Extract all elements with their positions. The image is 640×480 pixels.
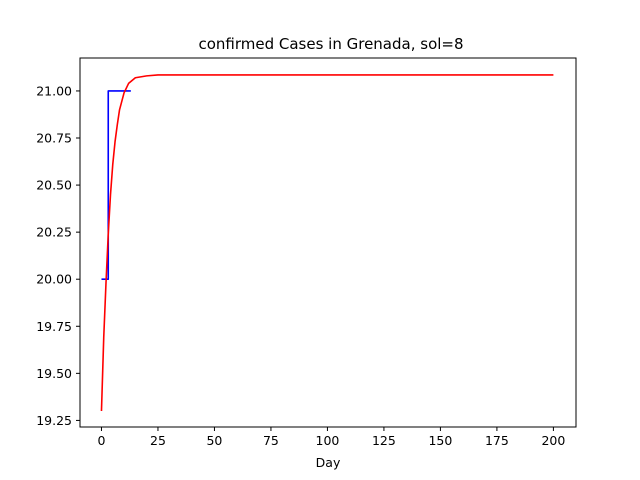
plot-frame: [79, 57, 577, 428]
series-layer: [100, 74, 554, 412]
y-axis: 19.25 19.50 19.75 20.00 20.25 20.50 20.75 21.00: [36, 83, 80, 428]
y-tick-label: 20.75: [36, 131, 72, 146]
x-tick-label: 125: [372, 433, 396, 448]
x-tick-label: 75: [263, 433, 279, 448]
x-tick-label: 150: [428, 433, 452, 448]
y-tick-label: 19.75: [36, 319, 72, 334]
y-tick-label: 19.50: [36, 366, 72, 381]
chart-title: confirmed Cases in Grenada, sol=8: [198, 35, 463, 53]
x-tick-label: 175: [485, 433, 509, 448]
y-tick-label: 20.25: [36, 225, 72, 240]
x-tick-label: 25: [150, 433, 166, 448]
y-tick-label: 20.50: [36, 178, 72, 193]
x-axis: 0 25 50 75 100 125 150 175 200: [97, 427, 565, 448]
x-tick-label: 100: [316, 433, 340, 448]
series-line-1: [101, 90, 131, 281]
x-tick-label: 0: [97, 433, 105, 448]
x-tick-label: 50: [206, 433, 222, 448]
series-line-2: [100, 74, 554, 412]
x-axis-label: Day: [316, 455, 341, 470]
x-tick-label: 200: [541, 433, 565, 448]
y-tick-label: 21.00: [36, 83, 72, 98]
y-tick-label: 19.25: [36, 413, 72, 428]
y-tick-label: 20.00: [36, 272, 72, 287]
